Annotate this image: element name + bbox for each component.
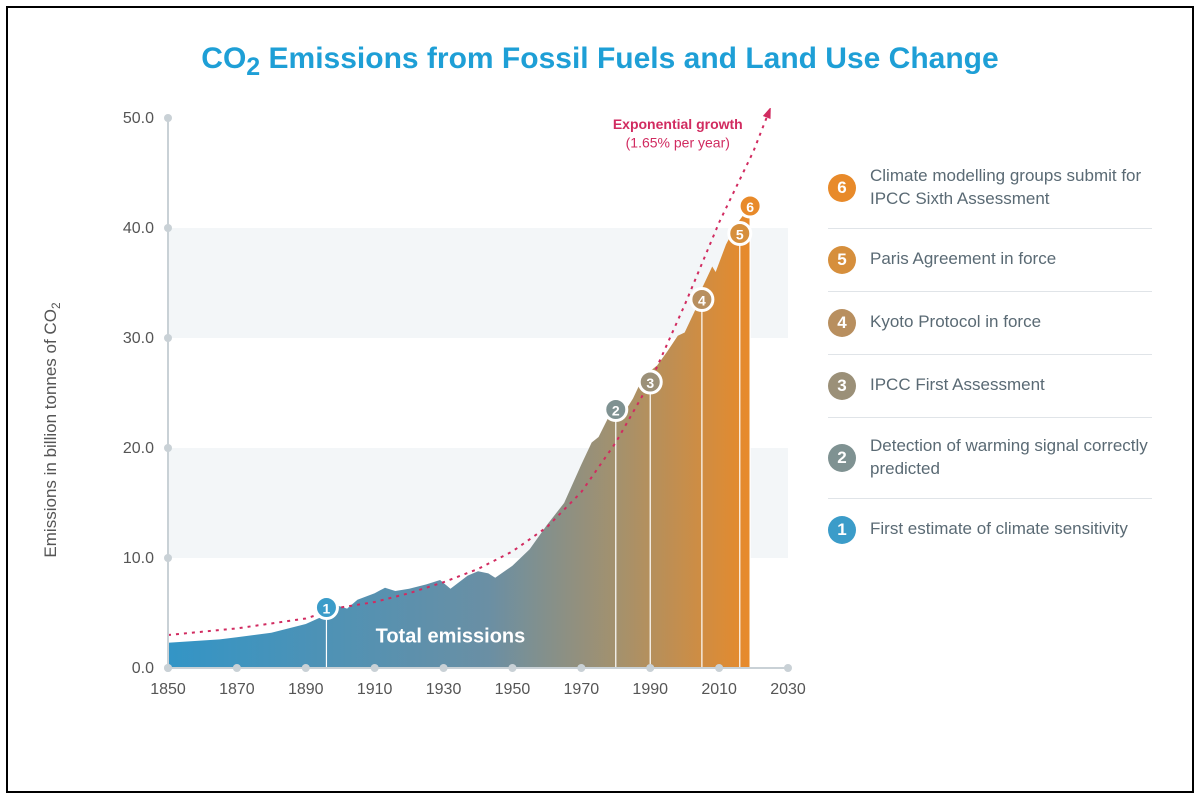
legend-text-1: First estimate of climate sensitivity (870, 518, 1128, 541)
chart-marker-1: 1 (323, 601, 331, 617)
legend-item-1: 1 First estimate of climate sensitivity (828, 499, 1152, 561)
x-tick-label: 1930 (426, 681, 462, 698)
legend-badge-5: 5 (828, 246, 856, 274)
chart-marker-6: 6 (746, 199, 754, 215)
legend-badge-3: 3 (828, 372, 856, 400)
x-tick-label: 1910 (357, 681, 393, 698)
legend-badge-4: 4 (828, 309, 856, 337)
legend-badge-2: 2 (828, 444, 856, 472)
x-tick-label: 1970 (564, 681, 600, 698)
y-tick-label: 50.0 (123, 110, 154, 127)
legend-item-3: 3 IPCC First Assessment (828, 355, 1152, 418)
legend-item-5: 5 Paris Agreement in force (828, 229, 1152, 292)
chart-title: CO2 Emissions from Fossil Fuels and Land… (8, 42, 1192, 82)
x-tick-label: 2010 (701, 681, 737, 698)
exponential-sublabel: (1.65% per year) (626, 135, 730, 151)
legend-item-6: 6 Climate modelling groups submit for IPC… (828, 148, 1152, 229)
legend-item-4: 4 Kyoto Protocol in force (828, 292, 1152, 355)
x-tick-label: 1890 (288, 681, 324, 698)
legend-text-3: IPCC First Assessment (870, 374, 1045, 397)
y-tick-label: 40.0 (123, 220, 154, 237)
x-tick-label: 1950 (495, 681, 531, 698)
x-tick-label: 2030 (770, 681, 806, 698)
chart-frame: CO2 Emissions from Fossil Fuels and Land… (6, 6, 1194, 793)
exponential-label: Exponential growth (613, 116, 743, 132)
y-tick-label: 0.0 (132, 660, 154, 677)
chart-svg: Exponential growth (1.65% per year) 0.0 10… (88, 108, 808, 728)
chart-area: Emissions in billion tonnes of CO2 Expon… (88, 108, 808, 751)
chart-marker-3: 3 (646, 375, 654, 391)
x-tick-label: 1850 (150, 681, 186, 698)
legend-text-5: Paris Agreement in force (870, 248, 1056, 271)
chart-marker-5: 5 (736, 227, 744, 243)
legend-text-4: Kyoto Protocol in force (870, 311, 1041, 334)
legend-item-2: 2 Detection of warming signal correctly p… (828, 418, 1152, 499)
legend-text-2: Detection of warming signal correctly pr… (870, 435, 1152, 481)
area-series-label: Total emissions (376, 626, 526, 648)
content-area: Emissions in billion tonnes of CO2 Expon… (88, 108, 1152, 751)
chart-marker-4: 4 (698, 293, 706, 309)
y-axis-label: Emissions in billion tonnes of CO2 (41, 302, 63, 557)
y-tick-label: 20.0 (123, 440, 154, 457)
legend-text-6: Climate modelling groups submit for IPCC… (870, 165, 1152, 211)
y-tick-label: 10.0 (123, 550, 154, 567)
x-tick-label: 1870 (219, 681, 255, 698)
chart-marker-2: 2 (612, 403, 620, 419)
legend: 6 Climate modelling groups submit for IPC… (808, 108, 1152, 751)
y-tick-label: 30.0 (123, 330, 154, 347)
x-tick-label: 1990 (632, 681, 668, 698)
legend-badge-1: 1 (828, 516, 856, 544)
legend-badge-6: 6 (828, 174, 856, 202)
